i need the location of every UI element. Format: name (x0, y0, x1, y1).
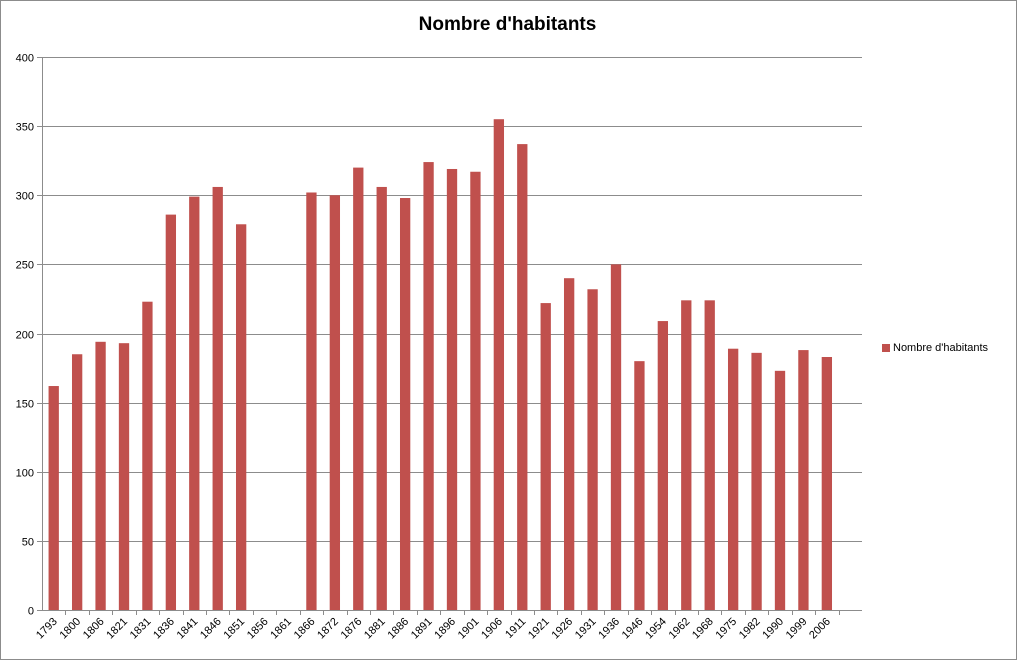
bar (727, 348, 739, 610)
bar (470, 171, 481, 610)
x-tick-label: 1931 (573, 616, 599, 642)
bar (563, 278, 575, 610)
y-tick-label: 400 (16, 53, 34, 65)
x-tick-label: 1841 (175, 616, 201, 642)
bar (329, 195, 341, 610)
x-tick-label: 1856 (245, 616, 271, 642)
bar (306, 192, 317, 611)
x-tick-label: 1926 (549, 616, 575, 642)
x-tick-label: 1881 (362, 616, 388, 642)
bar (751, 352, 762, 610)
y-tick-label: 100 (16, 468, 34, 480)
legend-label: Nombre d'habitants (893, 342, 989, 354)
bar (517, 144, 528, 610)
x-tick-label: 1911 (503, 616, 528, 641)
x-tick-label: 1968 (690, 616, 716, 642)
x-tick-label: 1846 (198, 616, 224, 642)
bar (657, 321, 669, 610)
bar (399, 198, 411, 610)
bar (681, 300, 692, 610)
x-tick-label: 1962 (667, 616, 693, 642)
bar (446, 168, 458, 611)
bar (189, 196, 200, 610)
x-tick-label: 1936 (596, 616, 622, 642)
bar (48, 386, 59, 610)
x-tick-label: 1800 (57, 616, 83, 642)
x-tick-label: 2006 (807, 616, 833, 642)
x-tick-label: 1886 (385, 616, 411, 642)
x-tick-label: 1851 (221, 616, 247, 642)
bar (376, 186, 387, 610)
bar (540, 303, 551, 610)
bar (587, 289, 598, 610)
x-tick-label: 1975 (713, 616, 739, 642)
x-tick-label: 1876 (339, 616, 365, 642)
x-tick-label: 1866 (292, 616, 318, 642)
bar (353, 167, 364, 610)
bar (821, 357, 833, 610)
x-tick-label: 1906 (479, 616, 505, 642)
bar (235, 224, 247, 610)
y-tick-label: 150 (16, 399, 34, 411)
x-tick-label: 1861 (268, 616, 294, 642)
x-tick-label: 1836 (151, 616, 177, 642)
bar (118, 343, 130, 610)
x-tick-label: 1954 (643, 616, 669, 642)
legend-swatch (882, 344, 890, 352)
x-tick-label: 1982 (737, 616, 763, 642)
bar (142, 301, 153, 610)
chart-title: Nombre d'habitants (418, 14, 597, 35)
x-tick-label: 1946 (620, 616, 646, 642)
legend: Nombre d'habitants (882, 342, 988, 354)
y-tick-label: 350 (16, 122, 34, 134)
x-tick-label: 1891 (409, 616, 435, 642)
bar (95, 341, 106, 610)
bar (212, 186, 223, 610)
y-tick-label: 300 (16, 191, 34, 203)
x-tick-label: 1896 (432, 616, 458, 642)
x-tick-label: 1901 (456, 616, 482, 642)
y-tick-label: 0 (28, 606, 34, 618)
y-tick-label: 250 (16, 260, 34, 272)
x-tick-label: 1921 (526, 616, 552, 642)
bar (704, 300, 715, 610)
x-tick-label: 1999 (784, 616, 810, 642)
bar (798, 350, 809, 610)
y-tick-label: 50 (22, 537, 34, 549)
bar (165, 214, 177, 611)
x-tick-label: 1806 (81, 616, 107, 642)
bar (774, 370, 786, 610)
bar (423, 162, 434, 610)
x-tick-label: 1990 (760, 616, 786, 642)
bar (610, 264, 622, 611)
x-tick-label: 1831 (128, 616, 154, 642)
y-tick-label: 200 (16, 330, 34, 342)
bar (493, 119, 505, 611)
x-tick-label: 1793 (34, 616, 60, 642)
x-tick-label: 1821 (104, 616, 130, 642)
bar (71, 354, 83, 610)
bar (634, 361, 645, 610)
x-tick-label: 1872 (315, 616, 341, 642)
